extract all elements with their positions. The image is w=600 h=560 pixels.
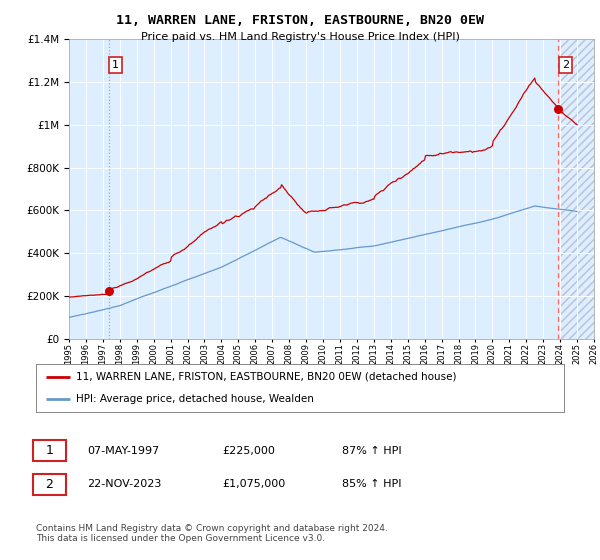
Text: 1: 1 xyxy=(46,444,53,458)
Text: 1: 1 xyxy=(112,60,119,70)
Text: £225,000: £225,000 xyxy=(222,446,275,456)
Text: 11, WARREN LANE, FRISTON, EASTBOURNE, BN20 0EW (detached house): 11, WARREN LANE, FRISTON, EASTBOURNE, BN… xyxy=(76,372,456,382)
Text: 07-MAY-1997: 07-MAY-1997 xyxy=(87,446,159,456)
Text: 87% ↑ HPI: 87% ↑ HPI xyxy=(342,446,401,456)
Text: HPI: Average price, detached house, Wealden: HPI: Average price, detached house, Weal… xyxy=(76,394,313,404)
Text: 85% ↑ HPI: 85% ↑ HPI xyxy=(342,479,401,489)
Text: 22-NOV-2023: 22-NOV-2023 xyxy=(87,479,161,489)
Point xyxy=(104,286,113,295)
Text: 11, WARREN LANE, FRISTON, EASTBOURNE, BN20 0EW: 11, WARREN LANE, FRISTON, EASTBOURNE, BN… xyxy=(116,14,484,27)
Text: 2: 2 xyxy=(562,60,569,70)
Text: £1,075,000: £1,075,000 xyxy=(222,479,285,489)
Point xyxy=(554,104,563,113)
Text: Contains HM Land Registry data © Crown copyright and database right 2024.
This d: Contains HM Land Registry data © Crown c… xyxy=(36,524,388,543)
Text: Price paid vs. HM Land Registry's House Price Index (HPI): Price paid vs. HM Land Registry's House … xyxy=(140,32,460,43)
Text: 2: 2 xyxy=(46,478,53,491)
